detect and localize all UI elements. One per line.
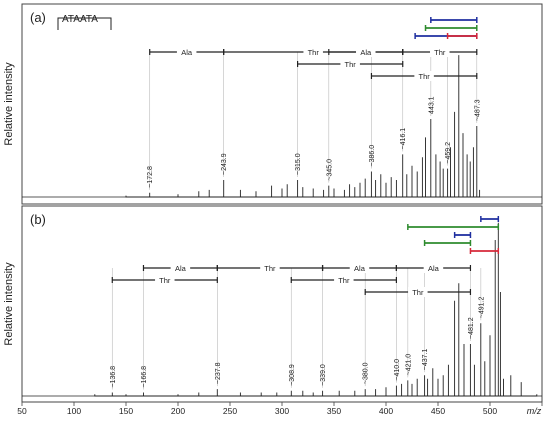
ladder-label: Thr bbox=[338, 276, 350, 285]
ladder-label: Thr bbox=[159, 276, 171, 285]
panel-b-plot: ~136.8 ~166.8 ~237.8 ~308.9 ~339.0 ~380.0 ~410… bbox=[22, 216, 542, 397]
peak-label: ~410.0 bbox=[394, 359, 401, 381]
peptide-sequence: ATAATA bbox=[62, 14, 98, 25]
x-tick-label: 100 bbox=[67, 406, 81, 416]
peptide-bracket bbox=[57, 17, 112, 30]
peak-label: ~386.0 bbox=[369, 145, 376, 167]
ladder-label: Thr bbox=[412, 288, 424, 297]
ladder-label: Ala bbox=[360, 48, 372, 57]
peak-label: ~421.0 bbox=[405, 354, 412, 376]
panel-b-ylabel: Relative intensity bbox=[3, 262, 15, 346]
peak-label: ~339.0 bbox=[320, 364, 327, 386]
ladder-label: Thr bbox=[308, 48, 320, 57]
x-tick-label: 500 bbox=[483, 406, 497, 416]
peak-label: ~136.8 bbox=[110, 366, 117, 388]
ladder-label: Thr bbox=[434, 48, 446, 57]
peak-label: ~380.0 bbox=[363, 362, 370, 384]
ladder-label-bg bbox=[176, 47, 197, 57]
peak-label: ~487.3 bbox=[474, 99, 481, 121]
peak-label: ~491.2 bbox=[478, 296, 485, 318]
peak-label: ~166.8 bbox=[141, 366, 148, 388]
ladder-label-bg bbox=[414, 71, 434, 81]
ladder-label: Ala bbox=[354, 264, 366, 273]
peptide-inset: ATAATA bbox=[57, 14, 112, 30]
ladder-label-bg bbox=[303, 47, 323, 57]
x-tick-label: 250 bbox=[223, 406, 237, 416]
x-tick-label: 200 bbox=[171, 406, 185, 416]
peak-label: ~308.9 bbox=[289, 364, 296, 386]
panel-a-frame bbox=[21, 3, 543, 205]
ladder-label-bg bbox=[334, 275, 354, 285]
peak-label: ~481.2 bbox=[468, 317, 475, 339]
panel-b: (b) Relative intensity ~136.8 ~166.8 ~237.… bbox=[3, 205, 543, 416]
ladder-label: Thr bbox=[345, 60, 357, 69]
peak-label: ~243.9 bbox=[221, 153, 228, 175]
ladder-label-bg bbox=[155, 275, 175, 285]
x-tick-label: 300 bbox=[275, 406, 289, 416]
peak-label: ~459.2 bbox=[445, 142, 452, 164]
peak-label: ~172.8 bbox=[147, 166, 154, 188]
panel-a-plot: ~172.8 ~243.9 ~315.0 ~345.0 ~386.0 ~416.1 443.… bbox=[22, 17, 542, 198]
ladder-label-bg bbox=[423, 263, 444, 273]
peak-label: ~416.1 bbox=[400, 128, 407, 150]
ladder-label-bg bbox=[408, 287, 428, 297]
ladder-label: Thr bbox=[418, 72, 430, 81]
x-tick-label: 150 bbox=[119, 406, 133, 416]
panel-a-label: (a) bbox=[30, 10, 46, 25]
ladder-label: Ala bbox=[428, 264, 440, 273]
ladder-label-bg bbox=[340, 59, 360, 69]
x-tick-label: 350 bbox=[327, 406, 341, 416]
x-tick-label: 400 bbox=[379, 406, 393, 416]
panel-b-label: (b) bbox=[30, 212, 46, 227]
x-axis-label: m/z bbox=[527, 406, 542, 416]
ladder-label: Ala bbox=[175, 264, 187, 273]
ladder-label-bg bbox=[356, 47, 376, 57]
panel-a: (a) ATAATA Relative intensity ~172.8 ~243… bbox=[3, 3, 543, 205]
x-tick-label: 450 bbox=[431, 406, 445, 416]
peak-label: ~437.1 bbox=[422, 348, 429, 370]
ladder-label-bg bbox=[430, 47, 450, 57]
ladder-label: Ala bbox=[181, 48, 193, 57]
x-tick-label: 50 bbox=[17, 406, 27, 416]
x-axis: 50 100 150 200 250 300 350 400 450 500 bbox=[17, 402, 543, 416]
peak-label: ~237.8 bbox=[215, 362, 222, 384]
peak-label: ~315.0 bbox=[295, 153, 302, 175]
ladder-label-bg bbox=[170, 263, 191, 273]
spectrum-trace bbox=[94, 222, 538, 397]
ladder-label-bg bbox=[349, 263, 370, 273]
peak-label: 443.1 bbox=[428, 96, 435, 114]
peak-label: ~345.0 bbox=[326, 159, 333, 181]
ladder-label-bg bbox=[260, 263, 280, 273]
ladder-label: Thr bbox=[264, 264, 276, 273]
panel-a-ylabel: Relative intensity bbox=[3, 62, 15, 146]
